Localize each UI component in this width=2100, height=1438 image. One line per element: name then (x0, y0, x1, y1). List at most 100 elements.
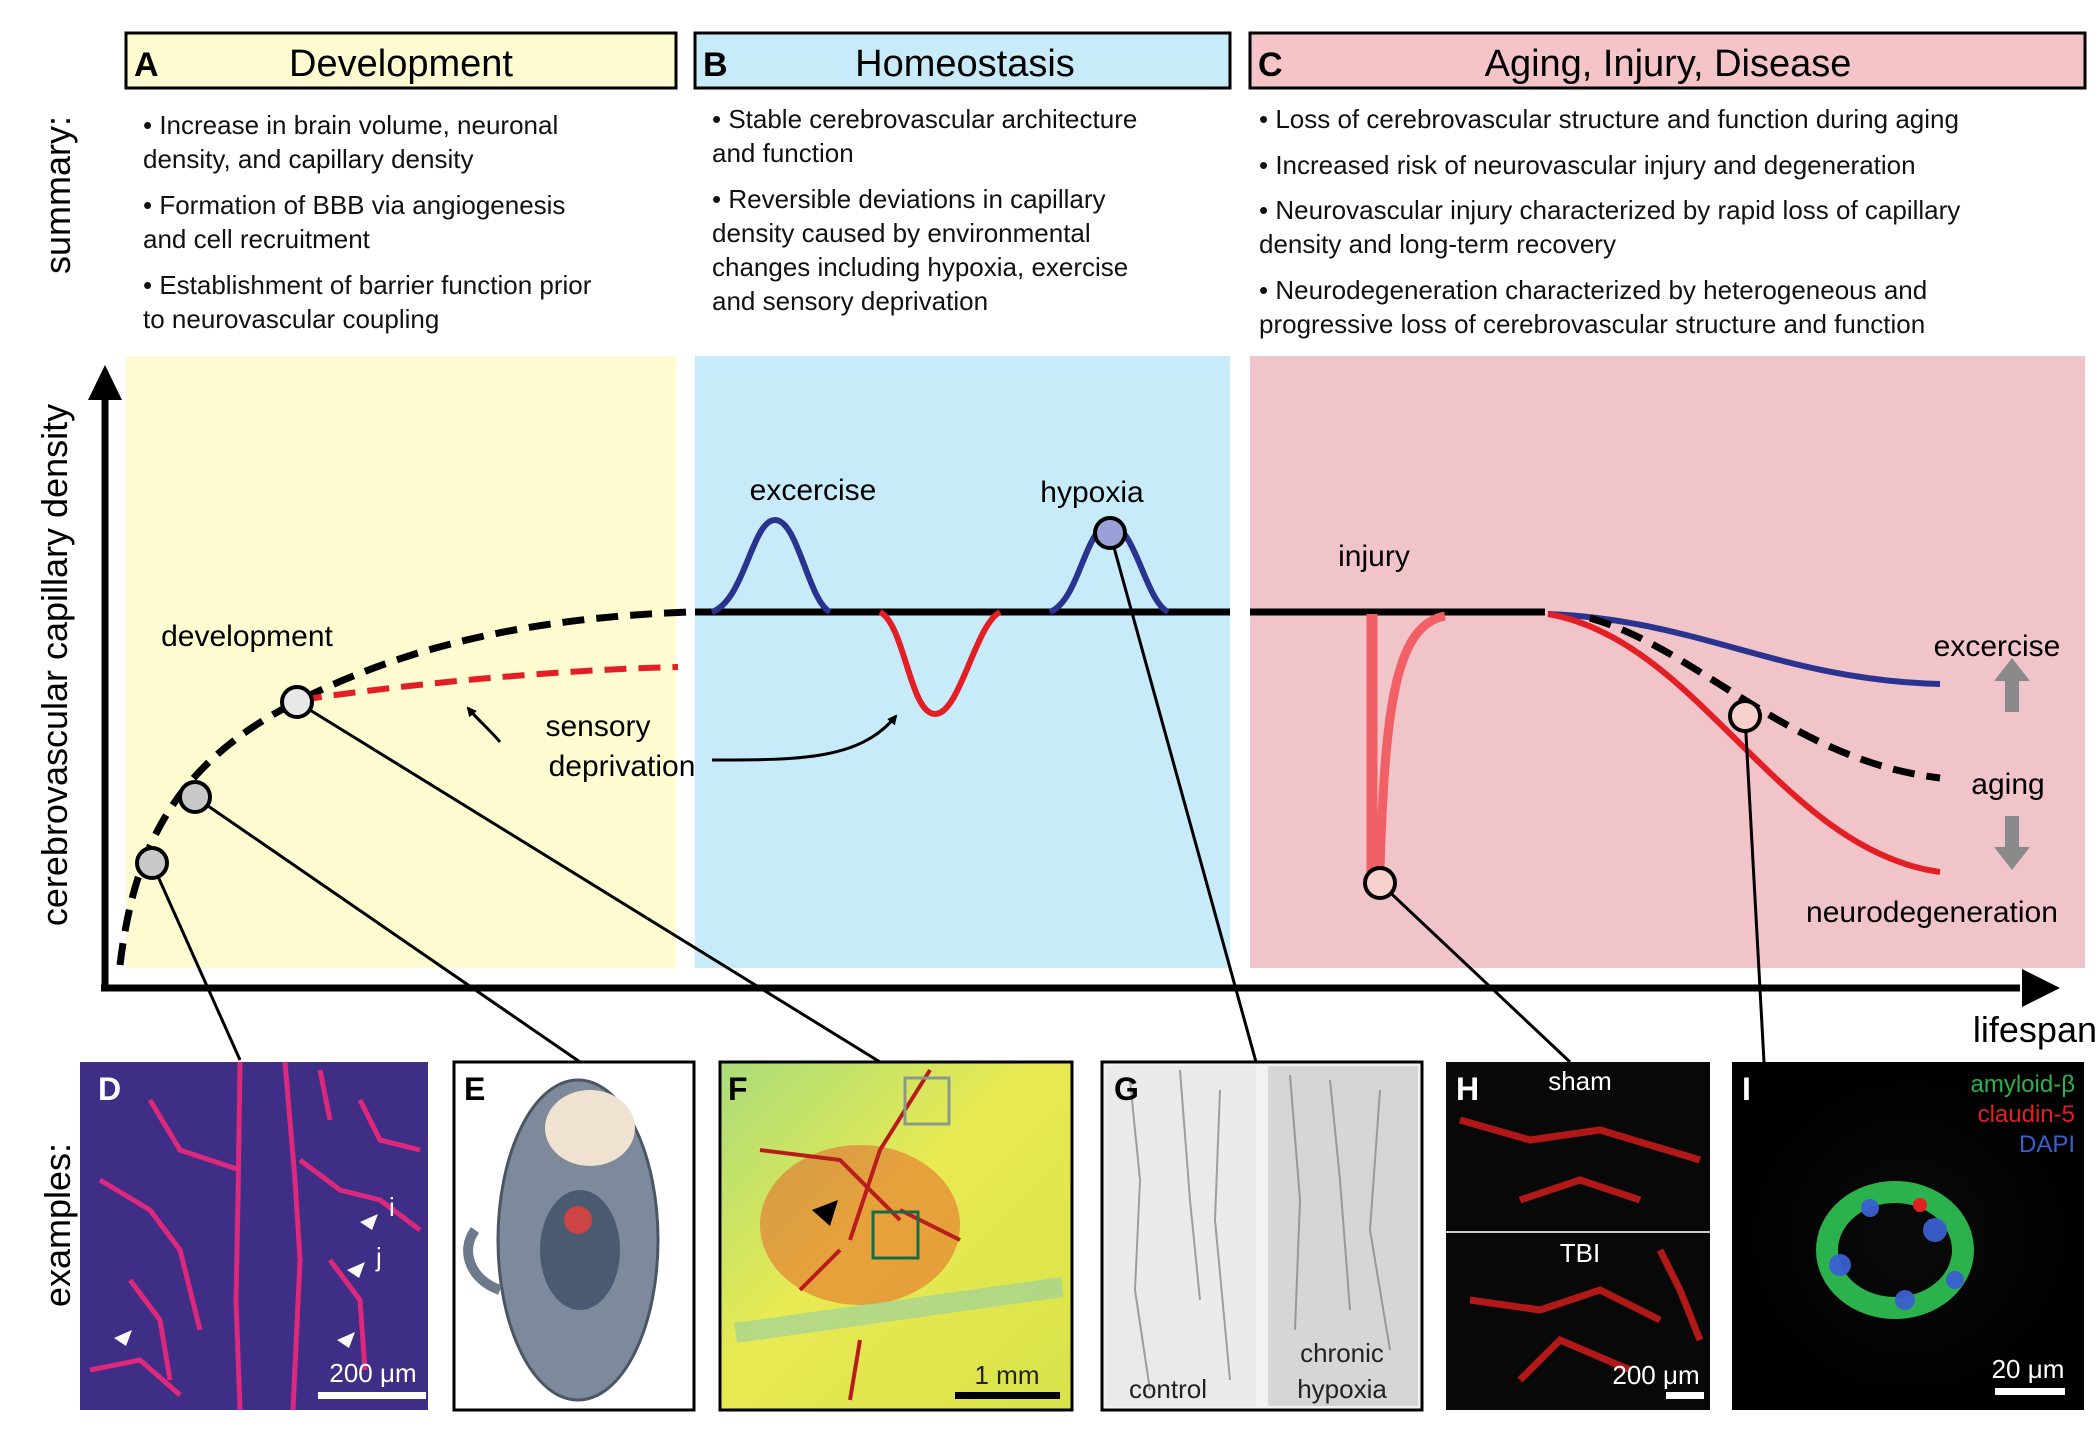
arrowhead-icon (114, 1330, 132, 1346)
summary-aging: • Loss of cerebrovascular structure and … (1259, 104, 1960, 339)
header-title-development: Development (289, 43, 513, 85)
example-panel-g: G control chronic hypoxia (1100, 1060, 1424, 1412)
example-panel-d: D i j 200 μm (80, 1061, 428, 1411)
sensory-arrow-left (466, 706, 502, 743)
label-injury: injury (1338, 540, 1410, 573)
mark-i: i (389, 1192, 395, 1222)
summary-a-line: • Formation of BBB via angiogenesis (143, 190, 565, 220)
panel-g-hypoxia-label-1: chronic (1300, 1338, 1384, 1368)
header-letter-a: A (134, 46, 159, 84)
panel-g-letter: G (1114, 1071, 1139, 1107)
inset-box (903, 1076, 951, 1126)
panel-h-tbi-label: TBI (1560, 1238, 1600, 1268)
summary-b-line: density caused by environmental (712, 218, 1091, 248)
inset-box (871, 1210, 920, 1260)
example-panel-e: E (452, 1060, 696, 1412)
summary-a-line: • Establishment of barrier function prio… (143, 270, 592, 300)
y-axis-label: cerebrovascular capillary density (34, 404, 75, 926)
label-aging: aging (1971, 768, 2044, 801)
panel-h-image (1446, 1062, 1710, 1410)
summary-b-line: and sensory deprivation (712, 286, 988, 316)
panel-f-scale-label: 1 mm (975, 1360, 1040, 1390)
summary-b-line: changes including hypoxia, exercise (712, 252, 1128, 282)
scale-bar (955, 1392, 1060, 1399)
example-panel-i: I amyloid-β claudin-5 DAPI 20 μm (1732, 1062, 2084, 1410)
neurodegeneration-curve (1547, 611, 1941, 875)
summary-a-line: • Increase in brain volume, neuronal (143, 110, 558, 140)
embryo-heart (564, 1206, 592, 1234)
panel-g-control-label: control (1129, 1374, 1207, 1404)
header-aging: C Aging, Injury, Disease (1248, 31, 2087, 90)
mark-j: j (375, 1242, 382, 1272)
scale-bar (318, 1392, 426, 1399)
down-arrow-icon (1994, 816, 2030, 870)
summary-c-line: density and long-term recovery (1259, 229, 1616, 259)
arrowhead-icon (337, 1332, 355, 1348)
embryo-brain (545, 1090, 635, 1166)
summary-b-line: and function (712, 138, 854, 168)
sensory-deprivation-dev-curve (299, 664, 679, 703)
summary-c-line: • Increased risk of neurovascular injury… (1259, 150, 1916, 180)
panel-i-scale-label: 20 μm (1992, 1354, 2065, 1384)
summary-development: • Increase in brain volume, neuronal den… (143, 110, 592, 334)
arrowhead-icon (347, 1262, 365, 1278)
arrowhead-icon (360, 1214, 378, 1230)
summary-a-line: and cell recruitment (143, 224, 371, 254)
plot-bg-aging (1250, 356, 2085, 968)
marker-circle (178, 780, 212, 814)
sensory-arrow-right (711, 714, 898, 762)
summary-c-line: • Loss of cerebrovascular structure and … (1259, 104, 1959, 134)
header-homeostasis: B Homeostasis (693, 31, 1232, 90)
label-exercise-homeostasis: excercise (750, 474, 877, 507)
sensory-deprivation-dip-curve (878, 609, 1002, 718)
summary-b-line: • Stable cerebrovascular architecture (712, 104, 1137, 134)
example-panel-f: F 1 mm (718, 1060, 1074, 1412)
plot-bg-homeostasis (695, 356, 1230, 968)
panel-h-sham-label: sham (1548, 1066, 1612, 1096)
summary-a-line: to neurovascular coupling (143, 304, 439, 334)
embryo-body (540, 1190, 620, 1310)
claudin-spot (1913, 1198, 1927, 1212)
summary-c-line: • Neurodegeneration characterized by het… (1259, 275, 1927, 305)
vessel-ring-green (1816, 1181, 1974, 1319)
panel-g-control-image (1106, 1066, 1256, 1406)
example-panel-h: H sham TBI 200 μm (1446, 1062, 1710, 1410)
summary-label: summary: (37, 116, 78, 274)
panel-h-scale-label: 200 μm (1612, 1360, 1699, 1390)
stain-dapi-label: DAPI (2019, 1131, 2075, 1158)
panel-g-hypoxia-label-2: hypoxia (1297, 1374, 1387, 1404)
panel-e-letter: E (464, 1071, 485, 1107)
header-letter-c: C (1258, 46, 1283, 84)
scale-bar (1666, 1392, 1704, 1399)
summary-a-line: density, and capillary density (143, 144, 473, 174)
panel-i-image (1732, 1062, 2084, 1410)
marker-circle (1728, 699, 1762, 733)
summary-c-line: • Neurovascular injury characterized by … (1259, 195, 1960, 225)
axes (88, 365, 2060, 1007)
label-development: development (161, 620, 333, 653)
label-neurodegeneration: neurodegeneration (1806, 896, 2058, 929)
panel-d-scale-label: 200 μm (329, 1358, 416, 1388)
label-sensory-line2: deprivation (549, 750, 696, 783)
summary-homeostasis: • Stable cerebrovascular architecture an… (712, 104, 1137, 316)
examples-label: examples: (37, 1143, 78, 1307)
marker-circle (1093, 516, 1127, 550)
injury-recovery-curve (1375, 611, 1447, 869)
marker-circle (1363, 866, 1397, 900)
scale-bar (1995, 1388, 2065, 1395)
label-sensory-line1: sensory (545, 710, 650, 743)
exercise-aging-curve (1547, 611, 1941, 687)
label-hypoxia: hypoxia (1040, 476, 1144, 509)
stain-amyloid-label: amyloid-β (1971, 1071, 2076, 1098)
summary-c-line: progressive loss of cerebrovascular stru… (1259, 309, 1925, 339)
timepoint-markers (135, 516, 1762, 900)
marker-circle (135, 846, 169, 880)
summary-b-line: • Reversible deviations in capillary (712, 184, 1106, 214)
panel-h-letter: H (1456, 1071, 1479, 1107)
panel-f-image (718, 1060, 1074, 1412)
header-title-homeostasis: Homeostasis (855, 43, 1075, 85)
embryo-limb (463, 1227, 502, 1295)
up-arrow-icon (1994, 658, 2030, 712)
marker-circle (280, 685, 314, 719)
